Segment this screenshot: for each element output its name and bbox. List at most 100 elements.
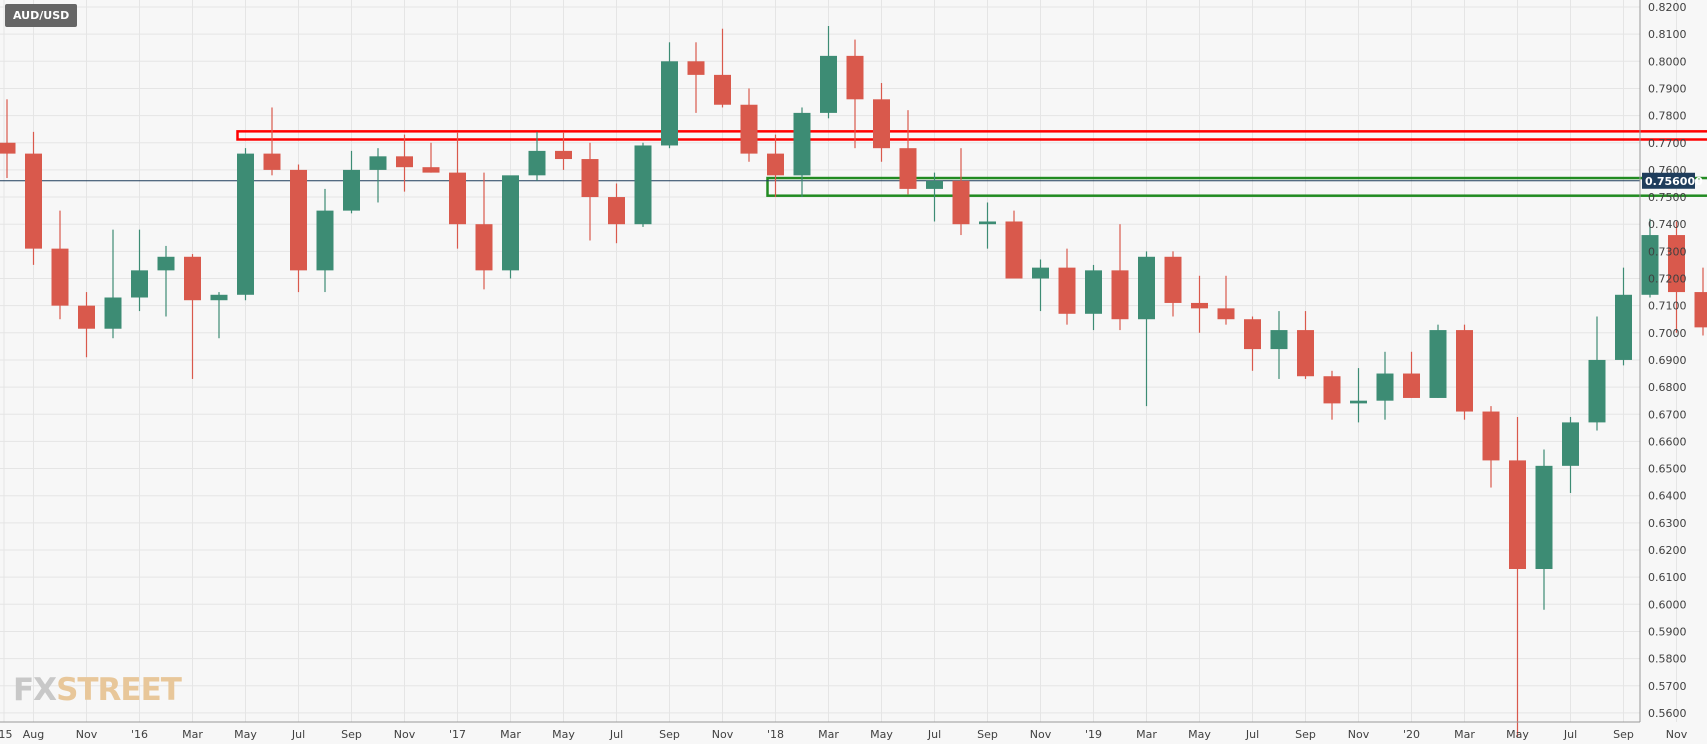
- x-tick-label: Nov: [1666, 728, 1688, 741]
- x-tick-label: '19: [1085, 728, 1102, 741]
- candle-body: [369, 156, 387, 170]
- candle-body: [687, 61, 705, 75]
- candle-body: [184, 256, 201, 301]
- candle-body: [608, 197, 625, 225]
- x-tick-label: May: [1506, 728, 1529, 741]
- logo-part-street: STREET: [56, 672, 182, 708]
- x-tick-label: Sep: [341, 728, 362, 741]
- y-tick-label: 0.6300: [1648, 517, 1687, 530]
- candle-body: [1588, 359, 1606, 423]
- x-tick-label: Jul: [609, 728, 623, 741]
- support-zone: [766, 176, 1707, 197]
- current-price-label: 0.756000: [1645, 175, 1703, 188]
- candle-body: [449, 172, 466, 225]
- candle-body: [820, 55, 837, 113]
- x-tick-label: Sep: [1295, 728, 1316, 741]
- x-tick-label: Mar: [818, 728, 839, 741]
- candle-body: [1694, 292, 1707, 328]
- candle-body: [661, 61, 678, 146]
- candle-body: [767, 153, 784, 176]
- y-tick-label: 0.6800: [1648, 381, 1687, 394]
- candle-body: [1429, 330, 1447, 398]
- candle-body: [104, 297, 122, 329]
- symbol-label: AUD/USD: [5, 4, 78, 27]
- y-tick-label: 0.6600: [1648, 435, 1687, 448]
- candle-body: [1482, 411, 1500, 461]
- x-tick-label: Jul: [1563, 728, 1577, 741]
- candle-body: [979, 221, 996, 225]
- candle-body: [1191, 302, 1208, 309]
- candle-body: [290, 169, 307, 271]
- y-tick-label: 0.6500: [1648, 463, 1687, 476]
- y-tick-label: 0.6900: [1648, 354, 1687, 367]
- candle-body: [555, 150, 572, 160]
- x-tick-label: May: [870, 728, 893, 741]
- x-tick-label: '18: [767, 728, 784, 741]
- x-tick-label: Sep: [1613, 728, 1634, 741]
- candle-body: [157, 256, 175, 271]
- x-tick-label: Sep: [659, 728, 680, 741]
- x-tick-label: Nov: [1030, 728, 1052, 741]
- x-tick-label: Jul: [291, 728, 305, 741]
- x-tick-label: Sep: [977, 728, 998, 741]
- candle-body: [502, 175, 519, 271]
- y-tick-label: 0.6700: [1648, 408, 1687, 421]
- candle-body: [926, 180, 943, 189]
- x-tick-label: Nov: [1348, 728, 1370, 741]
- candle-body: [528, 150, 546, 176]
- candle-body: [1111, 270, 1129, 320]
- y-tick-label: 0.5800: [1648, 653, 1687, 666]
- candle-body: [1403, 373, 1420, 398]
- candle-body: [78, 305, 95, 329]
- candle-body: [1376, 373, 1394, 401]
- y-tick-label: 0.7200: [1648, 273, 1687, 286]
- candle-body: [1350, 400, 1367, 404]
- y-tick-label: 0.7900: [1648, 82, 1687, 95]
- candle-body: [1562, 422, 1579, 466]
- candle-body: [210, 294, 228, 301]
- candle-body: [1164, 256, 1182, 303]
- y-tick-label: 0.5700: [1648, 680, 1687, 693]
- y-tick-label: 0.7100: [1648, 300, 1687, 313]
- candle-body: [1032, 267, 1049, 279]
- x-tick-label: May: [552, 728, 575, 741]
- candle-body: [873, 99, 890, 149]
- y-tick-label: 0.8000: [1648, 55, 1687, 68]
- candle-body: [1085, 270, 1102, 314]
- candle-body: [1270, 330, 1288, 350]
- x-tick-label: Mar: [1454, 728, 1475, 741]
- x-tick-label: Nov: [76, 728, 98, 741]
- candle-body: [740, 104, 758, 154]
- y-tick-label: 0.6400: [1648, 490, 1687, 503]
- x-tick-label: Mar: [500, 728, 521, 741]
- y-tick-label: 0.7400: [1648, 218, 1687, 231]
- candle-body: [1641, 235, 1659, 295]
- y-tick-label: 0.8200: [1648, 1, 1687, 14]
- candle-body: [1535, 465, 1553, 570]
- candles: [0, 26, 1707, 738]
- x-tick-label: '17: [449, 728, 466, 741]
- x-tick-label: Aug: [23, 728, 44, 741]
- candle-body: [316, 210, 334, 271]
- candle-body: [1297, 330, 1314, 377]
- y-tick-label: 0.6200: [1648, 544, 1687, 557]
- x-tick-label: May: [234, 728, 257, 741]
- y-tick-label: 0.7500: [1648, 191, 1687, 204]
- candle-body: [237, 153, 254, 295]
- candle-body: [899, 148, 917, 189]
- candle-body: [1005, 221, 1023, 279]
- candle-body: [343, 169, 360, 211]
- candle-body: [1058, 267, 1076, 314]
- y-tick-label: 0.5600: [1648, 707, 1687, 720]
- fxstreet-logo: FXSTREET: [13, 672, 182, 708]
- resistance-zone: [236, 130, 1707, 141]
- plot-background: [0, 0, 1640, 722]
- x-tick-label: '16: [131, 728, 148, 741]
- candle-body: [1615, 294, 1632, 360]
- x-tick-label: Jul: [1245, 728, 1259, 741]
- x-tick-label: Mar: [1136, 728, 1157, 741]
- current-price-badge: [1642, 172, 1695, 189]
- grid: [0, 0, 1677, 722]
- candle-body: [1138, 256, 1155, 320]
